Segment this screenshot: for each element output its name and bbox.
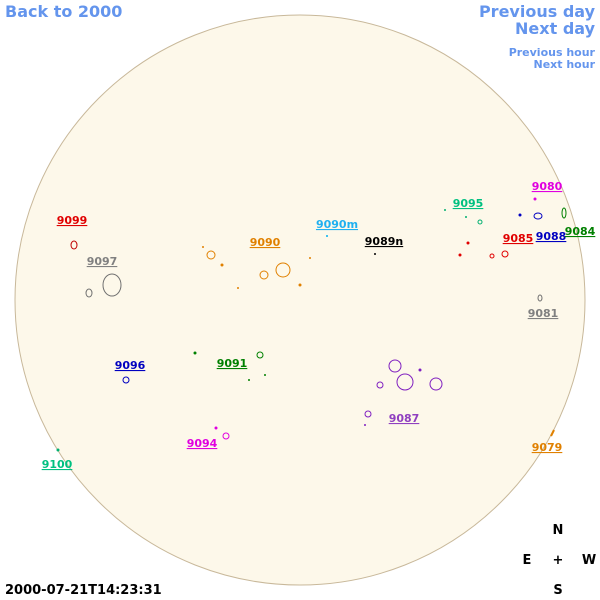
region-label[interactable]: 9084: [565, 225, 596, 238]
region-label[interactable]: 9095: [453, 197, 484, 210]
compass-center: +: [553, 553, 564, 568]
previous-hour-link[interactable]: Previous hour: [509, 46, 596, 59]
compass-south: S: [553, 583, 562, 598]
region-label[interactable]: 9079: [532, 441, 563, 454]
next-hour-link[interactable]: Next hour: [534, 58, 596, 71]
compass-east: E: [523, 553, 532, 568]
region-label[interactable]: 9085: [503, 232, 534, 245]
region-label[interactable]: 9099: [57, 214, 88, 227]
region-label[interactable]: 9089n: [365, 235, 403, 248]
timestamp: 2000-07-21T14:23:31: [5, 583, 162, 598]
region-label[interactable]: 9088: [536, 230, 567, 243]
next-day-link[interactable]: Next day: [515, 19, 596, 38]
region-label[interactable]: 9087: [389, 412, 420, 425]
region-label[interactable]: 9090m: [316, 218, 358, 231]
region-label[interactable]: 9091: [217, 357, 248, 370]
region-label[interactable]: 9096: [115, 359, 146, 372]
previous-day-link[interactable]: Previous day: [479, 2, 596, 21]
region-label[interactable]: 9097: [87, 255, 118, 268]
solar-disk: [14, 14, 586, 586]
region-label[interactable]: 9090: [250, 236, 281, 249]
region-label[interactable]: 9080: [532, 180, 563, 193]
compass-west: W: [582, 553, 596, 568]
region-label[interactable]: 9100: [42, 458, 73, 471]
compass-north: N: [553, 523, 564, 538]
spots: [56, 197, 567, 452]
region-label[interactable]: 9081: [528, 307, 559, 320]
back-link[interactable]: Back to 2000: [5, 2, 122, 21]
region-label[interactable]: 9094: [187, 437, 218, 450]
